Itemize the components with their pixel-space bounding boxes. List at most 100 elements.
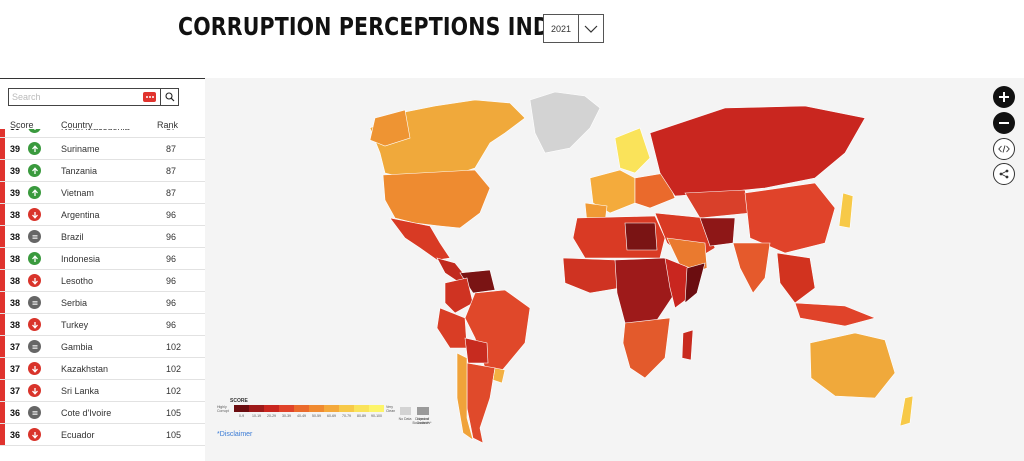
table-row[interactable]: 37 Kazakhstan 102 xyxy=(0,358,205,380)
world-map[interactable] xyxy=(205,78,1024,461)
row-score: 37 xyxy=(10,364,21,374)
row-country: Serbia xyxy=(61,298,88,308)
table-row[interactable]: 39 Vietnam 87 xyxy=(0,182,205,204)
row-country: Vietnam xyxy=(61,188,94,198)
score-column-header[interactable]: Score xyxy=(10,120,34,130)
page-title: CORRUPTION PERCEPTIONS INDEX xyxy=(178,12,581,41)
table-row[interactable]: 38 Serbia 96 xyxy=(0,292,205,314)
legend-tick-label: 50-59 xyxy=(312,414,321,418)
legend-swatch xyxy=(294,405,309,412)
central-africa-region xyxy=(614,257,676,324)
legend-low-label: Highly Corrupt xyxy=(217,405,229,413)
mexico-region xyxy=(389,217,451,261)
row-country: Indonesia xyxy=(61,254,101,264)
row-score: 36 xyxy=(10,430,21,440)
japan-region xyxy=(838,192,854,229)
russia-region xyxy=(649,105,866,197)
arrow-up-icon xyxy=(28,186,41,199)
legend-swatch xyxy=(324,405,339,412)
table-row[interactable]: 38 Argentina 96 xyxy=(0,204,205,226)
search-input[interactable] xyxy=(9,89,143,105)
score-color-bar xyxy=(0,138,5,159)
row-score: 36 xyxy=(10,408,21,418)
score-legend: SCORE Highly Corrupt Very Clean 0-9 10-19… xyxy=(217,398,432,428)
row-rank: 105 xyxy=(166,408,182,418)
se-asia-region xyxy=(776,252,816,304)
score-color-bar xyxy=(0,380,5,401)
table-row[interactable]: 39 Tanzania 87 xyxy=(0,160,205,182)
ranking-list[interactable]: 39 North Macedonia 87 39 Suriname 87 39 Tanzani… xyxy=(0,129,205,461)
peru-region xyxy=(436,307,468,349)
row-rank: 102 xyxy=(166,342,182,352)
country-column-header[interactable]: Country xyxy=(61,120,93,130)
table-row[interactable]: 38 Indonesia 96 xyxy=(0,248,205,270)
legend-title: SCORE xyxy=(230,398,248,404)
legend-tick-label: 70-79 xyxy=(342,414,351,418)
more-options-button[interactable] xyxy=(143,92,156,102)
row-country: Tanzania xyxy=(61,166,98,176)
zoom-in-button[interactable] xyxy=(993,86,1015,108)
legend-swatch xyxy=(234,405,249,412)
row-rank: 96 xyxy=(166,298,177,308)
table-row[interactable]: 36 Cote d'Ivoire 105 xyxy=(0,402,205,424)
score-color-bar xyxy=(0,270,5,291)
disclaimer-link[interactable]: *Disclaimer xyxy=(217,431,253,438)
score-color-bar xyxy=(0,160,5,181)
score-color-bar xyxy=(0,336,5,357)
table-row[interactable]: 39 Suriname 87 xyxy=(0,138,205,160)
legend-swatch xyxy=(264,405,279,412)
west-africa-region xyxy=(562,257,621,294)
arrow-down-icon xyxy=(28,384,41,397)
table-row[interactable]: 38 Turkey 96 xyxy=(0,314,205,336)
row-rank: 105 xyxy=(166,430,182,440)
share-button[interactable] xyxy=(993,163,1015,185)
legend-tick-label: 30-39 xyxy=(282,414,291,418)
table-row[interactable]: 39 North Macedonia 87 xyxy=(0,129,205,138)
score-color-bar xyxy=(0,248,5,269)
control-swatch xyxy=(418,407,429,415)
legend-swatch xyxy=(249,405,264,412)
bolivia-region xyxy=(464,337,489,364)
canada-region xyxy=(369,99,526,179)
search-box xyxy=(8,88,179,106)
row-rank: 102 xyxy=(166,364,182,374)
row-score: 38 xyxy=(10,232,21,242)
row-rank: 102 xyxy=(166,386,182,396)
embed-button[interactable] xyxy=(993,138,1015,160)
arrow-down-icon xyxy=(28,208,41,221)
arrow-down-icon xyxy=(28,274,41,287)
legend-tick-label: 10-19 xyxy=(252,414,261,418)
row-rank: 96 xyxy=(166,276,177,286)
arrow-up-icon xyxy=(28,142,41,155)
disputed-label: Disputed Boundaries* xyxy=(412,417,432,425)
legend-tick-label: 40-49 xyxy=(297,414,306,418)
table-row[interactable]: 38 Lesotho 96 xyxy=(0,270,205,292)
row-rank: 87 xyxy=(166,144,177,154)
legend-color-scale xyxy=(234,405,384,412)
legend-tick-label: 80-89 xyxy=(357,414,366,418)
table-row[interactable]: 37 Gambia 102 xyxy=(0,336,205,358)
libya-region xyxy=(624,222,658,251)
equal-icon xyxy=(28,296,41,309)
year-select[interactable]: 2021 xyxy=(543,14,604,43)
kazakhstan-region xyxy=(684,189,751,219)
row-country: Cote d'Ivoire xyxy=(61,408,112,418)
equal-icon xyxy=(28,340,41,353)
row-country: Sri Lanka xyxy=(61,386,100,396)
row-score: 39 xyxy=(10,166,21,176)
search-button[interactable] xyxy=(160,89,178,105)
row-country: North Macedonia xyxy=(61,129,130,132)
table-row[interactable]: 38 Brazil 96 xyxy=(0,226,205,248)
no-data-label: No Data xyxy=(398,417,412,421)
row-country: Ecuador xyxy=(61,430,95,440)
country-ranking-panel: Score Country Rank 39North Macedonia8739… xyxy=(0,78,205,461)
colombia-region xyxy=(444,277,474,314)
row-country: Gambia xyxy=(61,342,93,352)
rank-column-header[interactable]: Rank xyxy=(157,120,179,130)
table-row[interactable]: 36 Ecuador 105 xyxy=(0,424,205,446)
zoom-out-button[interactable] xyxy=(993,112,1015,134)
row-score: 37 xyxy=(10,386,21,396)
search-icon xyxy=(164,92,174,102)
table-row[interactable]: 37 Sri Lanka 102 xyxy=(0,380,205,402)
legend-swatch xyxy=(354,405,369,412)
